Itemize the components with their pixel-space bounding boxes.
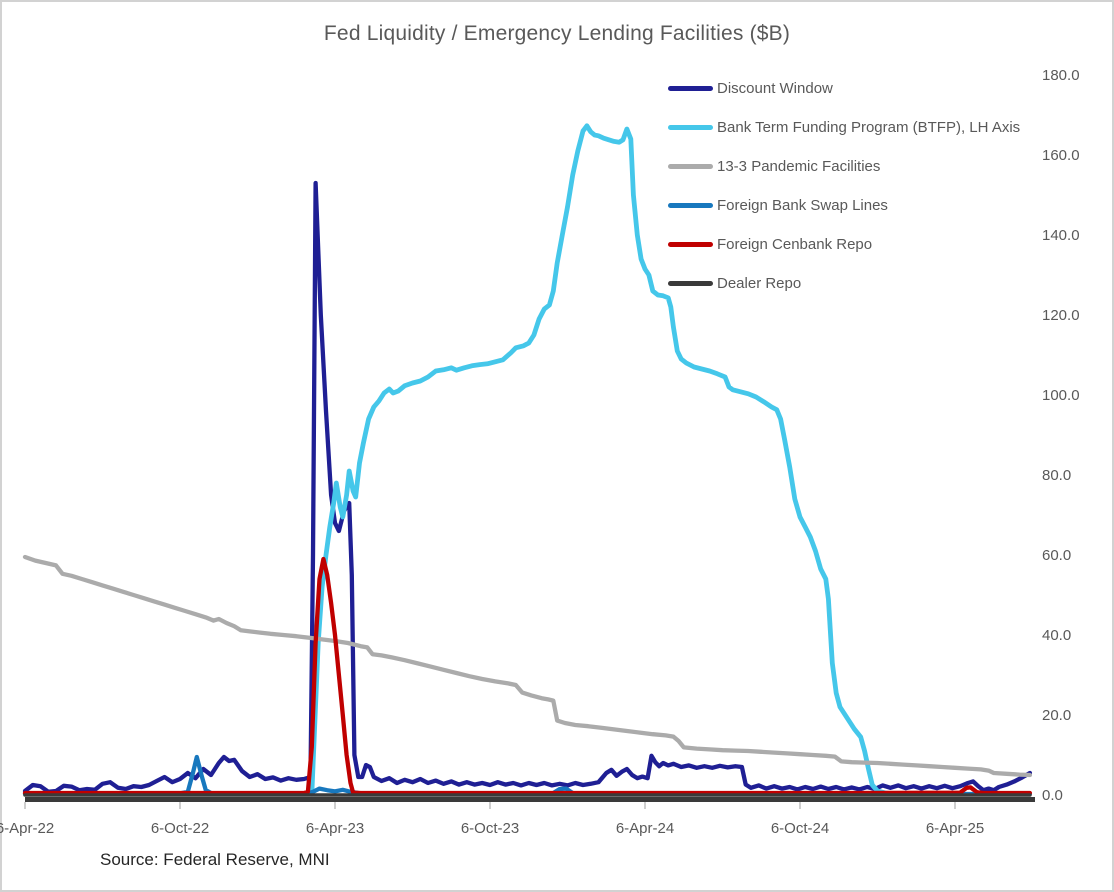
legend-line-swatch <box>668 124 713 130</box>
x-tick-label: 6-Apr-24 <box>616 820 674 837</box>
y-tick-label: 80.0 <box>1042 467 1071 484</box>
x-axis <box>24 797 1035 809</box>
legend-line-swatch <box>668 163 713 169</box>
legend-label: Foreign Cenbank Repo <box>717 235 873 253</box>
y-tick-label: 40.0 <box>1042 627 1071 644</box>
series-line-bank-term-funding-program-btfp-lh-axis <box>309 123 895 797</box>
x-tick-label: 6-Apr-25 <box>926 820 984 837</box>
x-tick-label: 6-Oct-22 <box>151 820 209 837</box>
series-lines <box>22 123 1033 797</box>
y-tick-label: 180.0 <box>1042 67 1080 84</box>
y-tick-label: 0.0 <box>1042 787 1063 804</box>
axis-tick-labels: 6-Apr-22 6-Oct-22 6-Apr-23 6-Oct-23 6-Apr-24… <box>0 67 1080 837</box>
legend-label: Dealer Repo <box>717 274 802 292</box>
legend-item-bank-term-funding-program-btfp-lh-axis: Bank Term Funding Program (BTFP), LH Axi… <box>668 115 1020 139</box>
source-note: Source: Federal Reserve, MNI <box>100 850 330 869</box>
legend-label: Bank Term Funding Program (BTFP), LH Axi… <box>717 118 1021 136</box>
series-line-13-3-pandemic-facilities <box>22 554 1033 778</box>
legend-label: Discount Window <box>717 79 833 97</box>
chart-title: Fed Liquidity / Emergency Lending Facili… <box>323 22 791 45</box>
legend-item-discount-window: Discount Window <box>668 76 1020 100</box>
y-tick-label: 60.0 <box>1042 547 1071 564</box>
x-tick-label: 6-Oct-24 <box>771 820 829 837</box>
legend-line-swatch <box>668 241 713 247</box>
y-tick-label: 120.0 <box>1042 307 1080 324</box>
legend-item-dealer-repo: Dealer Repo <box>668 271 1020 295</box>
y-tick-label: 160.0 <box>1042 147 1080 164</box>
legend-label: Foreign Bank Swap Lines <box>717 196 888 214</box>
y-tick-label: 20.0 <box>1042 707 1071 724</box>
y-tick-label: 100.0 <box>1042 387 1080 404</box>
y-tick-label: 140.0 <box>1042 227 1080 244</box>
legend: Discount Window Bank Term Funding Program… <box>668 76 1020 295</box>
series-line-foreign-cenbank-repo <box>22 556 1033 796</box>
x-tick-label: 6-Oct-23 <box>461 820 519 837</box>
series-line-discount-window <box>22 180 1033 794</box>
legend-line-swatch <box>668 85 713 91</box>
x-tick-label: 6-Apr-23 <box>306 820 364 837</box>
legend-item-13-3-pandemic-facilities: 13-3 Pandemic Facilities <box>668 154 1020 178</box>
legend-item-foreign-cenbank-repo: Foreign Cenbank Repo <box>668 232 1020 256</box>
legend-line-swatch <box>668 202 713 208</box>
legend-line-swatch <box>668 280 713 286</box>
legend-item-foreign-bank-swap-lines: Foreign Bank Swap Lines <box>668 193 1020 217</box>
legend-label: 13-3 Pandemic Facilities <box>717 157 881 175</box>
x-tick-label: 6-Apr-22 <box>0 820 54 837</box>
